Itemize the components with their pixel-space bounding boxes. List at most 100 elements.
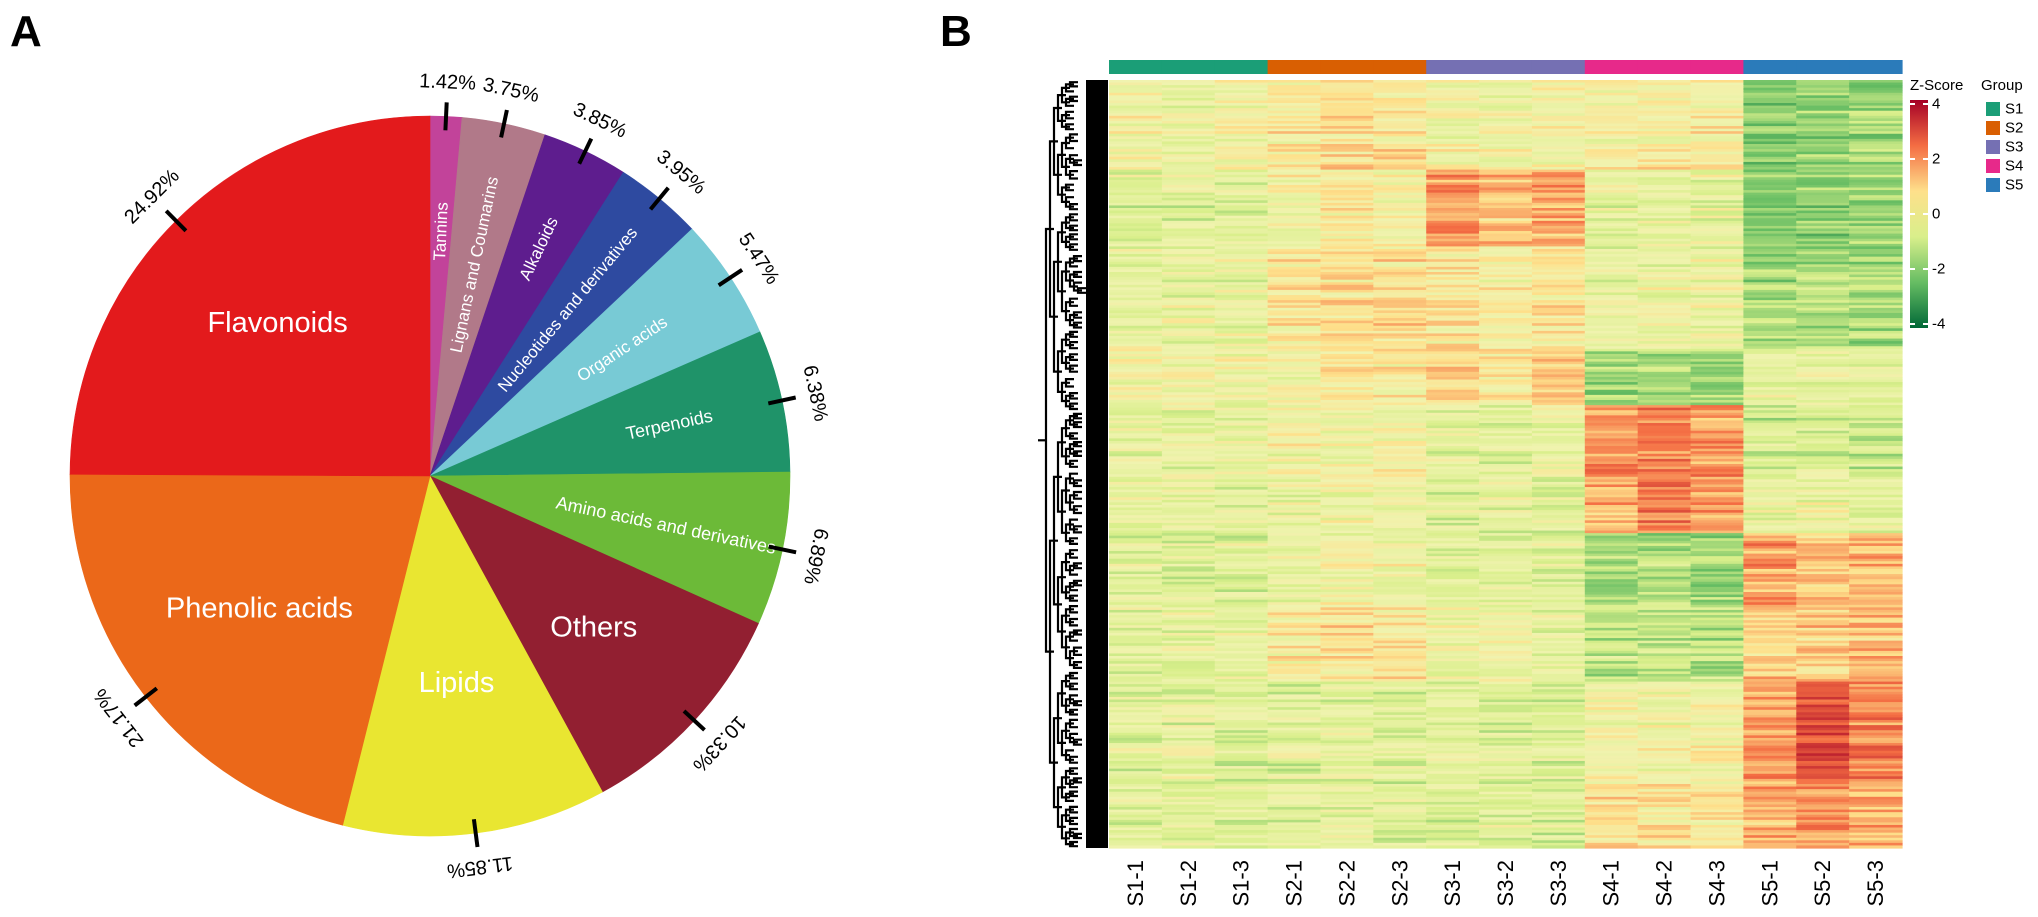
- heatmap-cell: [1214, 223, 1269, 227]
- heatmap-cell: [1743, 405, 1797, 409]
- heatmap-cell: [1267, 689, 1322, 693]
- heatmap-cell: [1849, 274, 1903, 278]
- heatmap-cell: [1584, 323, 1639, 327]
- heatmap-cell: [1637, 568, 1692, 573]
- heatmap-cell: [1584, 266, 1639, 271]
- heatmap-cell: [1267, 108, 1322, 112]
- heatmap-cell: [1849, 315, 1903, 319]
- heatmap-cell: [1320, 507, 1374, 511]
- heatmap-cell: [1267, 653, 1322, 657]
- heatmap-cell: [1479, 464, 1533, 468]
- heatmap-cell: [1796, 768, 1850, 772]
- heatmap-cell: [1743, 607, 1797, 611]
- heatmap-cell: [1479, 650, 1533, 655]
- heatmap-cell: [1479, 348, 1533, 352]
- heatmap-cell: [1743, 799, 1797, 803]
- heatmap-cell: [1267, 394, 1322, 399]
- heatmap-cell: [1320, 556, 1374, 560]
- heatmap-cell: [1426, 379, 1480, 383]
- heatmap-cell: [1161, 758, 1216, 762]
- heatmap-cell: [1690, 579, 1744, 583]
- heatmap-cell: [1109, 830, 1163, 834]
- heatmap-cell: [1267, 622, 1322, 626]
- heatmap-cell: [1320, 310, 1374, 314]
- heatmap-cell: [1373, 702, 1427, 706]
- heatmap-cell: [1584, 233, 1639, 237]
- heatmap-cell: [1584, 804, 1639, 808]
- heatmap-cell: [1637, 561, 1692, 565]
- heatmap-cell: [1373, 466, 1427, 470]
- heatmap-cell: [1796, 801, 1850, 806]
- heatmap-cell: [1743, 620, 1797, 624]
- heatmap-cell: [1743, 351, 1797, 355]
- heatmap-cell: [1267, 333, 1322, 337]
- heatmap-cell: [1426, 771, 1480, 775]
- heatmap-cell: [1320, 799, 1374, 803]
- heatmap-cell: [1373, 845, 1427, 849]
- heatmap-cell: [1531, 333, 1586, 337]
- heatmap-cell: [1637, 632, 1692, 637]
- heatmap-cell: [1320, 522, 1374, 527]
- heatmap-cell: [1637, 822, 1692, 826]
- heatmap-cell: [1426, 476, 1480, 480]
- heatmap-cell: [1373, 118, 1427, 122]
- heatmap-cell: [1849, 830, 1903, 834]
- heatmap-cell: [1161, 220, 1216, 224]
- heatmap-cell: [1267, 323, 1322, 327]
- heatmap-cell: [1637, 694, 1692, 698]
- heatmap-cell: [1373, 556, 1427, 560]
- heatmap-cell: [1637, 410, 1692, 414]
- heatmap-cell: [1479, 594, 1533, 598]
- heatmap-cell: [1373, 484, 1427, 488]
- heatmap-cell: [1426, 666, 1480, 670]
- heatmap-cell: [1320, 172, 1374, 176]
- heatmap-cell: [1637, 279, 1692, 283]
- heatmap-cell: [1849, 753, 1903, 757]
- heatmap-cell: [1796, 599, 1850, 603]
- heatmap-cell: [1267, 684, 1322, 688]
- heatmap-cell: [1426, 469, 1480, 473]
- heatmap-cell: [1743, 748, 1797, 752]
- heatmap-cell: [1531, 650, 1586, 655]
- heatmap-cell: [1849, 689, 1903, 693]
- heatmap-cell: [1214, 545, 1269, 550]
- heatmap-cell: [1214, 136, 1269, 140]
- heatmap-cell: [1109, 343, 1163, 347]
- heatmap-cell: [1479, 410, 1533, 414]
- heatmap-cell: [1796, 556, 1850, 560]
- heatmap-cell: [1109, 259, 1163, 263]
- heatmap-cell: [1373, 103, 1427, 107]
- heatmap-cell: [1267, 420, 1322, 424]
- heatmap-cell: [1373, 389, 1427, 393]
- heatmap-cell: [1161, 208, 1216, 212]
- heatmap-cell: [1849, 182, 1903, 186]
- heatmap-cell: [1849, 415, 1903, 419]
- heatmap-cell: [1743, 402, 1797, 406]
- heatmap-cell: [1796, 151, 1850, 155]
- heatmap-cell: [1214, 507, 1269, 511]
- heatmap-cell: [1743, 169, 1797, 173]
- heatmap-cell: [1426, 517, 1480, 521]
- heatmap-cell: [1373, 781, 1427, 785]
- heatmap-cell: [1373, 492, 1427, 496]
- heatmap-cell: [1690, 599, 1744, 603]
- heatmap-cell: [1743, 597, 1797, 601]
- heatmap-cell: [1320, 149, 1374, 153]
- heatmap-cell: [1584, 361, 1639, 365]
- heatmap-cell: [1109, 451, 1163, 455]
- heatmap-cell: [1479, 179, 1533, 183]
- heatmap-cell: [1267, 272, 1322, 276]
- heatmap-cell: [1109, 328, 1163, 332]
- heatmap-cell: [1584, 796, 1639, 800]
- heatmap-cell: [1849, 837, 1903, 841]
- heatmap-cell: [1796, 87, 1850, 91]
- heatmap-cell: [1849, 464, 1903, 468]
- heatmap-cell: [1531, 599, 1586, 603]
- heatmap-cell: [1320, 494, 1374, 498]
- heatmap-cell: [1531, 604, 1586, 608]
- heatmap-cell: [1267, 164, 1322, 168]
- heatmap-cell: [1637, 446, 1692, 450]
- heatmap-cell: [1320, 671, 1374, 675]
- heatmap-cell: [1320, 686, 1374, 690]
- heatmap-cell: [1796, 371, 1850, 375]
